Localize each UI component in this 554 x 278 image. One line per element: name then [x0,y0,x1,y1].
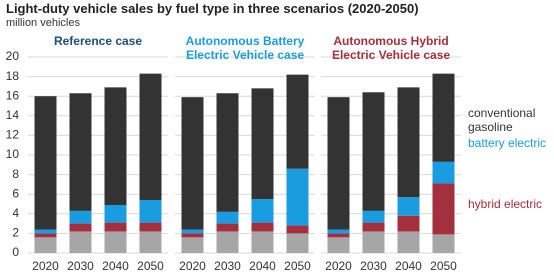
panel-title: Autonomous Hybrid Electric Vehicle case [331,34,451,62]
chart-subtitle: million vehicles [6,17,80,29]
y-tick-label: 6 [12,186,19,200]
bar-segment [362,210,385,223]
y-tick-label: 10 [6,147,20,161]
bar-segment [327,237,350,253]
x-tick-label: 2030 [67,259,94,273]
bar-segment [397,87,420,198]
bar-segment [181,233,204,238]
x-tick-label: 2040 [102,259,129,273]
x-tick-label: 2040 [395,259,422,273]
bar-segment [286,233,309,253]
bar-segment [181,229,204,234]
bar-segment [432,234,455,253]
bar-segment [104,204,127,223]
bar-segment [181,97,204,230]
x-tick-label: 2020 [32,259,59,273]
bar-segment [327,229,350,234]
bar-segment [181,237,204,253]
y-tick-label: 16 [6,88,20,102]
bar-segment [139,231,162,253]
bar-segment [251,199,274,223]
bar-segment [216,231,239,253]
y-tick-label: 8 [12,167,19,181]
bar-segment [34,237,57,253]
bar-segment [362,231,385,253]
y-tick-label: 18 [6,69,20,83]
bar-segment [286,74,309,169]
x-tick-label: 2040 [249,259,276,273]
x-tick-label: 2020 [325,259,352,273]
bar-segment [104,87,127,205]
bar-segment [327,233,350,238]
bar-segment [362,222,385,232]
bar-segment [69,231,92,253]
bar-segment [69,93,92,211]
legend-label: hybrid electric [468,197,543,211]
legend-label: conventional gasoline [468,106,536,134]
bar-segment [251,231,274,253]
bar-segment [251,222,274,232]
panel-title: Autonomous Battery Electric Vehicle case [185,34,305,62]
legend-label: battery electric [468,136,547,150]
x-tick-label: 2050 [137,259,164,273]
panel-title: Reference case [53,34,143,48]
x-tick-label: 2030 [360,259,387,273]
bar-segment [286,225,309,234]
bar-segment [432,161,455,184]
x-tick-label: 2050 [284,259,311,273]
bar-segment [104,231,127,253]
y-tick-label: 4 [12,206,19,220]
x-tick-label: 2050 [430,259,457,273]
bar-segment [104,222,127,232]
x-tick-label: 2030 [214,259,241,273]
y-tick-label: 0 [12,245,19,259]
y-tick-label: 14 [6,108,20,122]
bar-segment [397,231,420,253]
bar-segment [69,210,92,224]
bar-segment [286,168,309,226]
y-tick-label: 20 [6,49,20,63]
bar-segment [139,73,162,201]
bar-segment [397,215,420,232]
bar-segment [397,197,420,216]
bar-segment [34,96,57,230]
chart-title: Light-duty vehicle sales by fuel type in… [6,1,419,16]
bar-segment [34,233,57,238]
bar-segment [139,222,162,232]
bar-segment [216,223,239,232]
bar-segment [216,211,239,224]
x-tick-label: 2020 [179,259,206,273]
y-tick-label: 12 [6,128,20,142]
y-tick-label: 2 [12,226,19,240]
bar-segment [327,97,350,230]
bar-segment [432,183,455,235]
bar-segment [432,73,455,162]
bar-segment [69,223,92,232]
bar-segment [139,200,162,223]
bar-segment [216,93,239,212]
bar-segment [362,92,385,211]
bar-segment [34,229,57,234]
bar-segment [251,88,274,200]
